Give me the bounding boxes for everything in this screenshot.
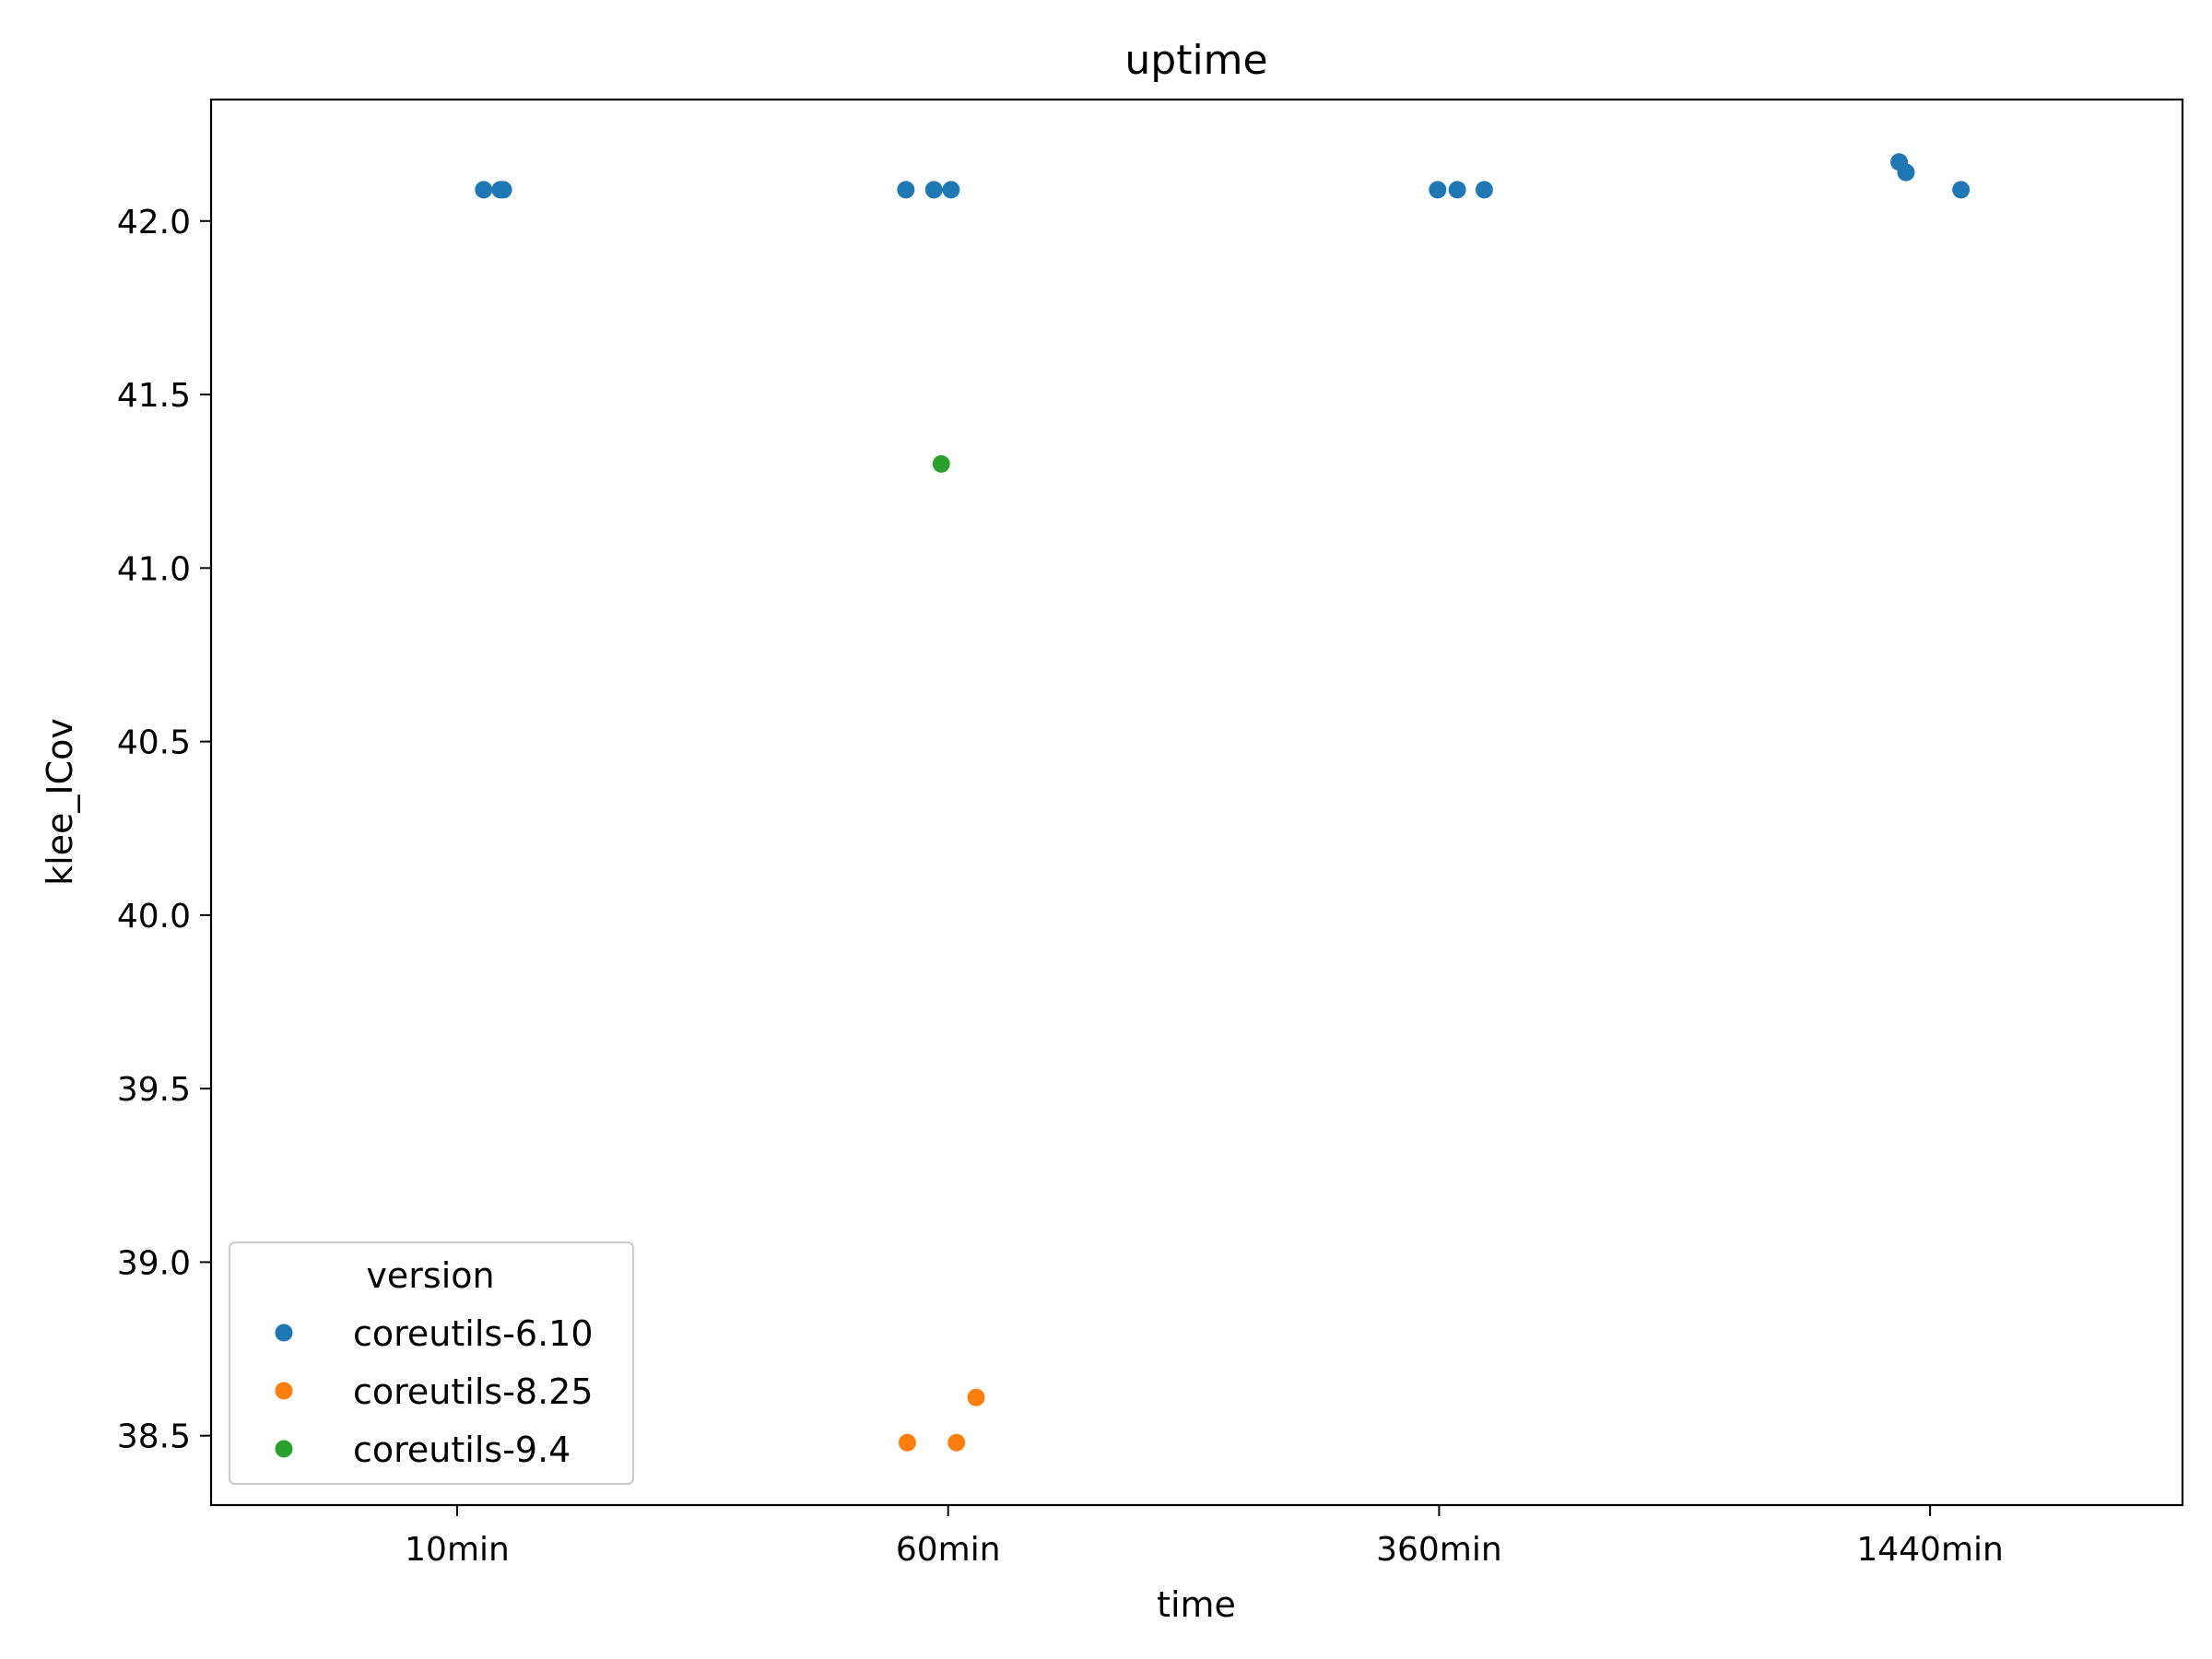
data-point <box>475 181 493 199</box>
y-tick-label: 39.5 <box>117 1071 191 1109</box>
y-axis: 38.5 39.0 39.5 40.0 40.5 41.0 41.5 42.0 <box>117 204 211 1456</box>
y-tick-label: 41.0 <box>117 550 191 588</box>
data-point <box>1475 181 1493 199</box>
data-point <box>897 181 915 199</box>
x-tick-label: 10min <box>405 1531 510 1569</box>
x-axis-label: time <box>1157 1584 1236 1625</box>
legend-marker <box>275 1382 293 1400</box>
data-point <box>947 1433 966 1452</box>
y-tick-label: 40.5 <box>117 724 191 762</box>
data-point <box>932 454 950 473</box>
y-tick-label: 38.5 <box>117 1418 191 1456</box>
y-tick-label: 39.0 <box>117 1244 191 1282</box>
x-tick-label: 1440min <box>1856 1531 2004 1569</box>
x-tick-label: 360min <box>1376 1531 1502 1569</box>
data-point <box>1448 181 1466 199</box>
data-points <box>475 153 1971 1452</box>
y-tick-label: 41.5 <box>117 377 191 415</box>
legend-label: coreutils-8.25 <box>353 1371 594 1412</box>
y-tick-label: 42.0 <box>117 204 191 241</box>
legend: version coreutils-6.10coreutils-8.25core… <box>228 1241 635 1486</box>
data-point <box>924 181 943 199</box>
legend-marker <box>275 1440 293 1458</box>
legend-marker <box>275 1324 293 1342</box>
legend-label: coreutils-9.4 <box>353 1430 571 1470</box>
data-point <box>942 181 960 199</box>
y-axis-label: klee_ICov <box>40 718 80 886</box>
data-point <box>494 181 512 199</box>
y-tick-label: 40.0 <box>117 898 191 935</box>
data-point <box>967 1388 985 1406</box>
x-tick-label: 60min <box>896 1531 1001 1569</box>
chart-title: uptime <box>1124 37 1267 84</box>
data-point <box>1429 181 1447 199</box>
x-axis: 10min 60min 360min 1440min <box>405 1505 2004 1569</box>
data-point <box>1952 181 1971 199</box>
data-point <box>1897 163 1915 182</box>
legend-label: coreutils-6.10 <box>353 1313 594 1354</box>
legend-title: version <box>366 1255 494 1296</box>
legend-frame <box>228 1241 635 1486</box>
data-point <box>898 1433 916 1452</box>
legend-entries: coreutils-6.10 coreutils-8.25 coreutils-9.… <box>275 1313 594 1470</box>
